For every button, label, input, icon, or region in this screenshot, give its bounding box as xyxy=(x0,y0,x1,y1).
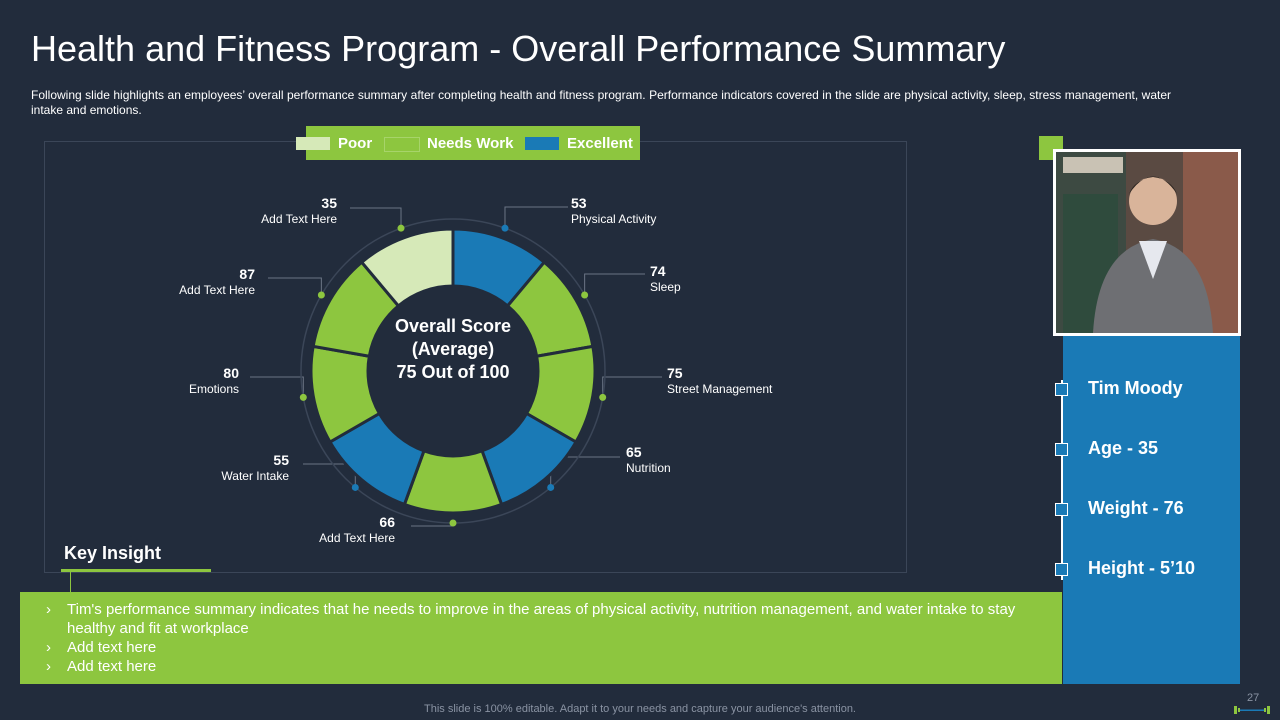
profile-item-weight: Weight - 76 xyxy=(1055,498,1255,522)
legend-label-excellent: Excellent xyxy=(567,135,633,152)
label-bottom: 66 Add Text Here xyxy=(305,514,395,546)
label-street-management: 75 Street Management xyxy=(667,365,772,397)
legend-swatch-needs-work xyxy=(384,137,420,152)
segment-marker-dot xyxy=(299,393,307,401)
text-nutrition: Nutrition xyxy=(626,461,671,475)
donut-center xyxy=(368,286,538,456)
leader-line xyxy=(602,376,662,398)
leader-line xyxy=(504,206,568,229)
bullet-square-icon xyxy=(1055,383,1068,396)
text-street-management: Street Management xyxy=(667,382,773,396)
label-physical-activity: 53 Physical Activity xyxy=(571,195,656,227)
footer-note: This slide is 100% editable. Adapt it to… xyxy=(424,703,856,715)
value-bottom: 66 xyxy=(379,514,395,530)
bullet-square-icon xyxy=(1055,563,1068,576)
segment-marker-dot xyxy=(351,483,359,491)
profile-age: Age - 35 xyxy=(1088,438,1159,458)
key-insight-heading: Key Insight xyxy=(64,543,162,563)
label-nutrition: 65 Nutrition xyxy=(626,444,671,476)
slide-title: Health and Fitness Program - Overall Per… xyxy=(31,28,1006,69)
segment-marker-dot xyxy=(547,483,555,491)
center-line-2: (Average) xyxy=(411,339,495,359)
donut-segment xyxy=(359,227,455,308)
profile-panel xyxy=(1063,330,1240,684)
leader-line xyxy=(268,277,322,295)
value-physical-activity: 53 xyxy=(571,195,587,211)
profile-name: Tim Moody xyxy=(1088,378,1183,398)
text-water-intake: Water Intake xyxy=(221,469,289,483)
segment-marker-dot xyxy=(449,519,457,527)
profile-item-age: Age - 35 xyxy=(1055,438,1255,462)
segment-marker-dot xyxy=(397,224,405,232)
bullet-square-icon xyxy=(1055,503,1068,516)
profile-photo xyxy=(1053,149,1241,336)
slide-subtitle: Following slide highlights an employees’… xyxy=(31,88,1171,117)
key-insight-box: Tim's performance summary indicates that… xyxy=(20,592,1062,684)
value-sleep: 74 xyxy=(650,263,666,279)
text-sleep: Sleep xyxy=(650,280,681,294)
profile-connector-line xyxy=(1061,380,1063,580)
profile-height: Height - 5’10 xyxy=(1088,558,1196,578)
legend: Poor Needs Work Excellent xyxy=(296,126,640,160)
text-left-upper: Add Text Here xyxy=(179,283,255,297)
label-left-upper: 87 Add Text Here xyxy=(165,266,255,298)
value-water-intake: 55 xyxy=(273,452,289,468)
value-top: 35 xyxy=(321,195,337,211)
segment-marker-dot xyxy=(501,224,509,232)
legend-swatch-excellent xyxy=(525,137,559,150)
insight-bullet: Add text here xyxy=(46,638,1032,657)
value-left-upper: 87 xyxy=(239,266,255,282)
value-street-management: 75 xyxy=(667,365,683,381)
insight-bullet: Tim's performance summary indicates that… xyxy=(46,600,1032,638)
insight-bullet: Add text here xyxy=(46,657,1032,676)
legend-label-needs-work: Needs Work xyxy=(427,135,514,152)
value-emotions: 80 xyxy=(223,365,239,381)
overall-score-text: Overall Score (Average) 75 Out of 100 xyxy=(372,315,534,384)
leader-line xyxy=(350,207,402,229)
label-sleep: 74 Sleep xyxy=(650,263,681,295)
profile-weight: Weight - 76 xyxy=(1088,498,1184,518)
legend-swatch-poor xyxy=(296,137,330,150)
text-bottom: Add Text Here xyxy=(319,531,395,545)
center-line-3: 75 Out of 100 xyxy=(396,362,510,382)
label-emotions: 80 Emotions xyxy=(149,365,239,397)
label-water-intake: 55 Water Intake xyxy=(199,452,289,484)
segment-marker-dot xyxy=(317,291,325,299)
profile-item-height: Height - 5’10 xyxy=(1055,558,1255,582)
profile-item-name: Tim Moody xyxy=(1055,378,1255,402)
value-nutrition: 65 xyxy=(626,444,642,460)
key-insight-list: Tim's performance summary indicates that… xyxy=(20,592,1062,676)
person-photo-icon xyxy=(1056,152,1238,333)
leader-line xyxy=(250,376,304,398)
segment-marker-dot xyxy=(581,291,589,299)
leader-line xyxy=(584,273,645,295)
text-emotions: Emotions xyxy=(188,382,239,396)
key-insight-connector xyxy=(70,572,71,592)
label-top: 35 Add Text Here xyxy=(247,195,337,227)
legend-label-poor: Poor xyxy=(338,135,373,152)
segment-marker-dot xyxy=(599,393,607,401)
text-top: Add Text Here xyxy=(261,212,337,226)
page-number: 27 xyxy=(1247,692,1260,704)
bullet-square-icon xyxy=(1055,443,1068,456)
key-insight-underline xyxy=(61,569,211,572)
dumbbell-icon xyxy=(1234,706,1270,714)
text-physical-activity: Physical Activity xyxy=(571,212,657,226)
center-line-1: Overall Score xyxy=(394,316,512,336)
